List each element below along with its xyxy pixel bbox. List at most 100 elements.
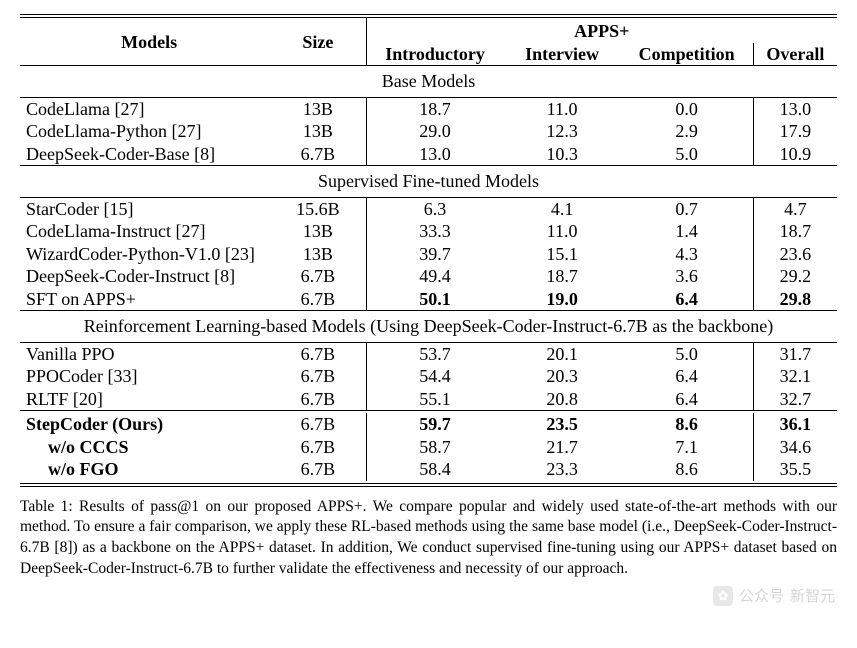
cell-model: CodeLlama-Python [27] bbox=[20, 120, 278, 143]
cell-intro: 39.7 bbox=[366, 243, 504, 266]
cell-intro: 49.4 bbox=[366, 265, 504, 288]
cell-intro: 18.7 bbox=[366, 97, 504, 120]
cell-intro: 53.7 bbox=[366, 342, 504, 365]
rows-rl: Vanilla PPO6.7B53.720.15.031.7PPOCoder [… bbox=[20, 342, 837, 411]
cell-intro: 54.4 bbox=[366, 365, 504, 388]
cell-intro: 58.7 bbox=[366, 436, 504, 459]
cell-competition: 7.1 bbox=[621, 436, 754, 459]
cell-competition: 0.0 bbox=[621, 97, 754, 120]
cell-interview: 4.1 bbox=[504, 197, 621, 220]
cell-interview: 18.7 bbox=[504, 265, 621, 288]
cell-model: StepCoder (Ours) bbox=[20, 413, 278, 436]
table-row: StarCoder [15]15.6B6.34.10.74.7 bbox=[20, 197, 837, 220]
cell-size: 6.7B bbox=[278, 288, 366, 311]
wechat-icon: ✿ bbox=[713, 586, 733, 606]
cell-competition: 5.0 bbox=[621, 143, 754, 166]
col-interview: Interview bbox=[504, 43, 621, 66]
cell-competition: 0.7 bbox=[621, 197, 754, 220]
cell-competition: 6.4 bbox=[621, 288, 754, 311]
table-row: Vanilla PPO6.7B53.720.15.031.7 bbox=[20, 342, 837, 365]
cell-interview: 23.3 bbox=[504, 458, 621, 481]
cell-model: SFT on APPS+ bbox=[20, 288, 278, 311]
cell-overall: 29.8 bbox=[753, 288, 837, 311]
watermark-prefix: 公众号 bbox=[739, 585, 784, 606]
cell-model: w/o FGO bbox=[20, 458, 278, 481]
col-overall: Overall bbox=[753, 43, 837, 66]
cell-intro: 55.1 bbox=[366, 388, 504, 411]
results-table: Models Size APPS+ Introductory Interview… bbox=[20, 14, 837, 487]
cell-intro: 50.1 bbox=[366, 288, 504, 311]
cell-overall: 17.9 bbox=[753, 120, 837, 143]
cell-overall: 13.0 bbox=[753, 97, 837, 120]
col-apps: APPS+ bbox=[366, 18, 837, 43]
table-row: w/o FGO6.7B58.423.38.635.5 bbox=[20, 458, 837, 481]
cell-interview: 20.3 bbox=[504, 365, 621, 388]
cell-size: 13B bbox=[278, 220, 366, 243]
cell-intro: 59.7 bbox=[366, 413, 504, 436]
section-sft: Supervised Fine-tuned Models bbox=[20, 166, 837, 198]
cell-size: 6.7B bbox=[278, 143, 366, 166]
cell-intro: 13.0 bbox=[366, 143, 504, 166]
cell-size: 6.7B bbox=[278, 458, 366, 481]
cell-model: PPOCoder [33] bbox=[20, 365, 278, 388]
cell-competition: 2.9 bbox=[621, 120, 754, 143]
cell-model: DeepSeek-Coder-Base [8] bbox=[20, 143, 278, 166]
cell-intro: 33.3 bbox=[366, 220, 504, 243]
cell-size: 6.7B bbox=[278, 365, 366, 388]
cell-model: StarCoder [15] bbox=[20, 197, 278, 220]
cell-interview: 12.3 bbox=[504, 120, 621, 143]
cell-overall: 31.7 bbox=[753, 342, 837, 365]
cell-overall: 18.7 bbox=[753, 220, 837, 243]
cell-model: WizardCoder-Python-V1.0 [23] bbox=[20, 243, 278, 266]
cell-competition: 4.3 bbox=[621, 243, 754, 266]
cell-competition: 1.4 bbox=[621, 220, 754, 243]
cell-competition: 3.6 bbox=[621, 265, 754, 288]
section-rl: Reinforcement Learning-based Models (Usi… bbox=[20, 311, 837, 343]
cell-competition: 8.6 bbox=[621, 413, 754, 436]
cell-interview: 11.0 bbox=[504, 97, 621, 120]
watermark: ✿ 公众号 新智元 bbox=[713, 585, 835, 606]
cell-model: CodeLlama-Instruct [27] bbox=[20, 220, 278, 243]
table-row: WizardCoder-Python-V1.0 [23]13B39.715.14… bbox=[20, 243, 837, 266]
cell-interview: 20.8 bbox=[504, 388, 621, 411]
cell-overall: 29.2 bbox=[753, 265, 837, 288]
cell-overall: 32.7 bbox=[753, 388, 837, 411]
cell-size: 13B bbox=[278, 243, 366, 266]
table-row: CodeLlama-Python [27]13B29.012.32.917.9 bbox=[20, 120, 837, 143]
table-row: PPOCoder [33]6.7B54.420.36.432.1 bbox=[20, 365, 837, 388]
cell-competition: 5.0 bbox=[621, 342, 754, 365]
cell-size: 6.7B bbox=[278, 388, 366, 411]
cell-intro: 29.0 bbox=[366, 120, 504, 143]
cell-overall: 32.1 bbox=[753, 365, 837, 388]
cell-model: w/o CCCS bbox=[20, 436, 278, 459]
cell-intro: 6.3 bbox=[366, 197, 504, 220]
cell-model: CodeLlama [27] bbox=[20, 97, 278, 120]
section-base: Base Models bbox=[20, 66, 837, 98]
cell-model: DeepSeek-Coder-Instruct [8] bbox=[20, 265, 278, 288]
table-caption: Table 1: Results of pass@1 on our propos… bbox=[20, 497, 837, 581]
cell-overall: 34.6 bbox=[753, 436, 837, 459]
col-competition: Competition bbox=[621, 43, 754, 66]
col-size: Size bbox=[278, 18, 366, 66]
cell-size: 13B bbox=[278, 120, 366, 143]
col-models: Models bbox=[20, 18, 278, 66]
cell-size: 6.7B bbox=[278, 436, 366, 459]
cell-competition: 6.4 bbox=[621, 388, 754, 411]
cell-interview: 20.1 bbox=[504, 342, 621, 365]
cell-model: Vanilla PPO bbox=[20, 342, 278, 365]
watermark-name: 新智元 bbox=[790, 585, 835, 606]
table-row: DeepSeek-Coder-Base [8]6.7B13.010.35.010… bbox=[20, 143, 837, 166]
cell-interview: 10.3 bbox=[504, 143, 621, 166]
cell-interview: 21.7 bbox=[504, 436, 621, 459]
cell-competition: 6.4 bbox=[621, 365, 754, 388]
cell-overall: 10.9 bbox=[753, 143, 837, 166]
cell-interview: 23.5 bbox=[504, 413, 621, 436]
rows-ours: StepCoder (Ours)6.7B59.723.58.636.1w/o C… bbox=[20, 413, 837, 481]
col-introductory: Introductory bbox=[366, 43, 504, 66]
cell-size: 15.6B bbox=[278, 197, 366, 220]
cell-size: 13B bbox=[278, 97, 366, 120]
cell-competition: 8.6 bbox=[621, 458, 754, 481]
cell-interview: 11.0 bbox=[504, 220, 621, 243]
table-row: CodeLlama-Instruct [27]13B33.311.01.418.… bbox=[20, 220, 837, 243]
cell-overall: 35.5 bbox=[753, 458, 837, 481]
